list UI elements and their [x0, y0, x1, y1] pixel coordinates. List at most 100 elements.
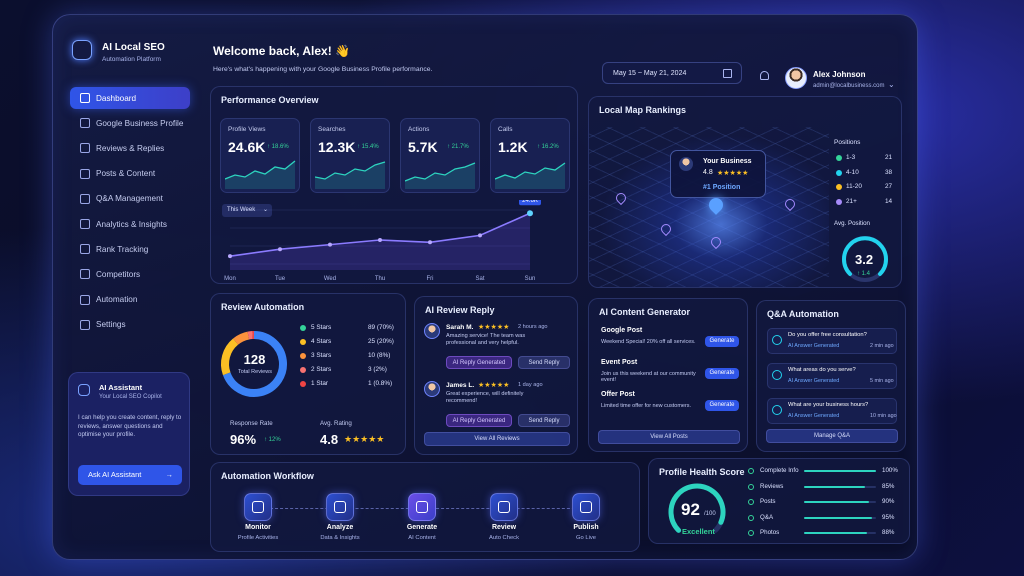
stat-change: ↑ 21.7%	[447, 144, 469, 150]
check-icon	[748, 499, 754, 505]
rating-value: 1 (0.8%)	[368, 380, 393, 387]
home-icon	[80, 93, 90, 103]
generate-button[interactable]: Generate	[705, 400, 739, 411]
avg-position-value: 3.2	[855, 252, 874, 267]
sidebar-item-reviews-replies[interactable]: Reviews & Replies	[70, 137, 190, 159]
qa-item[interactable]	[767, 363, 897, 389]
qa-question: What areas do you serve?	[788, 367, 856, 373]
generate-button[interactable]: Generate	[705, 368, 739, 379]
workflow-step-generate[interactable]	[408, 493, 436, 521]
health-bar-fill	[804, 501, 869, 503]
ai-reply-generated-tag[interactable]: AI Reply Generated	[446, 414, 512, 427]
review-text: Great experience, will definitely recomm…	[446, 391, 524, 404]
data-point[interactable]	[328, 242, 332, 247]
workflow-step-publish[interactable]	[572, 493, 600, 521]
review-text: Amazing service! The team was profession…	[446, 333, 526, 346]
total-reviews-value: 128	[243, 352, 266, 367]
legend-range: 21+	[846, 197, 857, 205]
settings-icon	[80, 319, 90, 330]
total-reviews-label: Total Reviews	[238, 369, 272, 375]
rating-dot	[300, 353, 306, 359]
qa-icon	[772, 370, 782, 380]
health-score-gauge	[668, 483, 726, 533]
review-automation-title: Review Automation	[221, 302, 305, 312]
sidebar-item-q-a-management[interactable]: Q&A Management	[70, 188, 190, 210]
workflow-step-title: Analyze	[326, 524, 354, 531]
qa-icon	[80, 193, 90, 204]
health-bar-fill	[804, 485, 866, 488]
reviewer-avatar	[424, 323, 440, 339]
avatar[interactable]	[785, 67, 807, 89]
workflow-step-sub: Data & Insights	[320, 535, 360, 541]
workflow-step-review[interactable]	[490, 493, 518, 521]
data-point[interactable]	[428, 240, 432, 245]
business-popup[interactable]: Your Business 4.8 ★★★★★ #1 Position	[670, 150, 766, 198]
sidebar-item-competitors[interactable]: Competitors	[70, 263, 190, 285]
stat-card-calls[interactable]: Calls 1.2K ↑ 16.2%	[490, 118, 570, 193]
chevron-down-icon: ⌄	[262, 207, 268, 213]
bell-icon[interactable]	[760, 71, 769, 80]
stat-card-actions[interactable]: Actions 5.7K ↑ 21.7%	[400, 118, 480, 193]
qa-item[interactable]	[767, 328, 897, 354]
ask-ai-assistant-button[interactable]: Ask AI Assistant →	[78, 465, 182, 485]
send-reply-button[interactable]: Send Reply	[518, 356, 570, 369]
stat-value: 5.7K	[408, 139, 438, 155]
data-point[interactable]	[478, 233, 482, 238]
manage-qa-button[interactable]: Manage Q&A	[766, 429, 898, 443]
x-tick-label: Sun	[525, 276, 536, 280]
health-bar-fill	[804, 470, 876, 472]
workflow-step-analyze[interactable]	[326, 493, 354, 521]
user-email: admin@localbusiness.com	[813, 83, 885, 89]
ai-reply-generated-tag[interactable]: AI Reply Generated	[446, 356, 512, 369]
sidebar-item-google-business-profile[interactable]: Google Business Profile	[70, 112, 190, 134]
sidebar-item-rank-tracking[interactable]: Rank Tracking	[70, 238, 190, 260]
donut-slice	[221, 338, 239, 376]
sidebar-item-automation[interactable]: Automation	[70, 289, 190, 311]
generate-icon	[416, 501, 428, 513]
stat-change: ↑ 18.6%	[267, 144, 289, 150]
data-point[interactable]	[378, 238, 382, 242]
view-all-reviews-button[interactable]: View All Reviews	[424, 432, 570, 446]
profile-health-title: Profile Health Score	[659, 467, 745, 477]
analytics-icon	[80, 219, 90, 229]
workflow-step-monitor[interactable]	[244, 493, 272, 521]
ai-review-reply-panel: AI Review Reply	[414, 296, 578, 455]
range-select[interactable]: This Week ⌄	[222, 204, 272, 217]
brand-subtitle: Automation Platform	[102, 56, 161, 63]
rating-value: 10 (8%)	[368, 352, 391, 359]
sidebar-item-dashboard[interactable]: Dashboard	[70, 87, 190, 109]
ai-assistant-body: I can help you create content, reply to …	[78, 414, 182, 438]
chevron-down-icon[interactable]: ⌄	[888, 80, 895, 89]
view-all-posts-button[interactable]: View All Posts	[598, 430, 740, 444]
rating-label: 2 Stars	[311, 366, 332, 373]
stat-value: 12.3K	[318, 139, 356, 155]
sidebar-item-analytics-insights[interactable]: Analytics & Insights	[70, 213, 190, 235]
stat-card-searches[interactable]: Searches 12.3K ↑ 15.4%	[310, 118, 390, 193]
sidebar-item-posts-content[interactable]: Posts & Content	[70, 163, 190, 185]
sidebar-item-label: Q&A Management	[96, 194, 163, 204]
stat-card-profile-views[interactable]: Profile Views 24.6K ↑ 18.6%	[220, 118, 300, 193]
send-reply-button[interactable]: Send Reply	[518, 414, 570, 427]
welcome-title: Welcome back, Alex! 👋	[213, 44, 350, 58]
business-stars: ★★★★★	[717, 170, 749, 177]
workflow-step-title: Monitor	[245, 524, 271, 531]
sparkline	[225, 160, 296, 189]
x-tick-label: Thu	[375, 276, 385, 280]
donut-slice	[233, 331, 250, 345]
data-point[interactable]	[527, 210, 533, 217]
date-range-picker[interactable]: May 15 ~ May 21, 2024	[602, 62, 742, 84]
qa-time: 10 min ago	[870, 413, 897, 419]
generate-button[interactable]: Generate	[705, 336, 739, 347]
x-tick-label: Wed	[324, 276, 336, 280]
ai-assistant-card: AI Assistant Your Local SEO Copilot I ca…	[68, 372, 190, 496]
monitor-icon	[252, 501, 264, 513]
sidebar-item-settings[interactable]: Settings	[70, 314, 190, 336]
avg-position-gauge	[842, 236, 888, 282]
chat-icon	[80, 143, 90, 154]
date-range-text: May 15 ~ May 21, 2024	[613, 70, 687, 77]
posts-icon	[80, 168, 90, 179]
health-item-label: Q&A	[760, 513, 774, 521]
data-point[interactable]	[278, 247, 282, 252]
data-point[interactable]	[228, 254, 232, 259]
qa-item[interactable]	[767, 398, 897, 424]
